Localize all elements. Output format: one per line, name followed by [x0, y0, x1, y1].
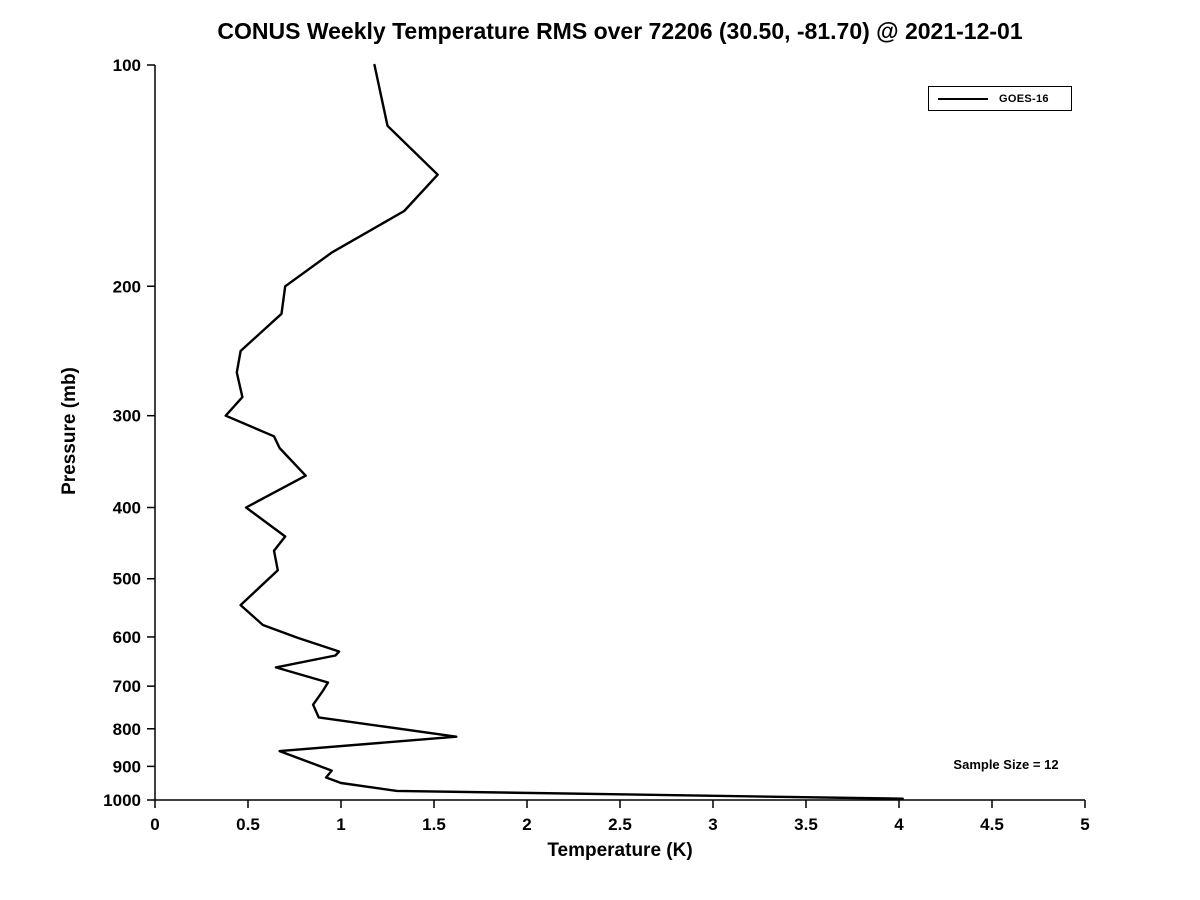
legend-line-swatch	[938, 97, 988, 100]
x-tick-label: 2.5	[608, 815, 632, 834]
chart-title: CONUS Weekly Temperature RMS over 72206 …	[217, 18, 1023, 44]
axes	[154, 65, 1085, 801]
y-tick-label: 700	[113, 677, 141, 696]
x-tick-label: 3.5	[794, 815, 818, 834]
y-tick-label: 900	[113, 757, 141, 776]
legend: GOES-16	[928, 86, 1072, 111]
y-tick-label: 100	[113, 56, 141, 75]
axis-ticks	[147, 64, 1086, 808]
y-tick-label: 200	[113, 277, 141, 296]
x-tick-label: 5	[1080, 815, 1089, 834]
x-tick-label: 4	[894, 815, 904, 834]
x-axis-label: Temperature (K)	[547, 840, 693, 861]
x-tick-label: 0	[150, 815, 159, 834]
y-axis-label: Pressure (mb)	[59, 367, 80, 495]
x-tick-label: 1	[336, 815, 345, 834]
goes16-series-line	[224, 63, 904, 800]
x-tick-label: 2	[522, 815, 531, 834]
x-tick-label: 0.5	[236, 815, 260, 834]
x-tick-label: 3	[708, 815, 717, 834]
y-tick-label: 1000	[103, 791, 141, 810]
y-tick-label: 800	[113, 720, 141, 739]
axis-tick-labels: 0 0.5 1 1.5 2 2.5 3 3.5 4 4.5 5 100 200 300 400 500 600 7…	[103, 56, 1090, 834]
sample-size-annotation: Sample Size = 12	[953, 757, 1059, 772]
y-tick-label: 500	[113, 570, 141, 589]
y-tick-label: 400	[113, 499, 141, 518]
legend-label: GOES-16	[999, 92, 1049, 105]
y-tick-label: 600	[113, 628, 141, 647]
x-tick-label: 1.5	[422, 815, 446, 834]
x-tick-label: 4.5	[980, 815, 1004, 834]
y-tick-label: 300	[113, 407, 141, 426]
